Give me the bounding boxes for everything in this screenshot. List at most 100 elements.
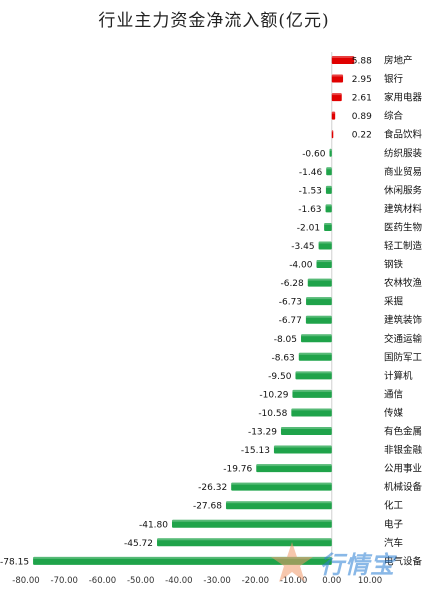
data-label: -10.29 bbox=[259, 390, 288, 400]
category-label: 非银金融 bbox=[384, 444, 423, 456]
x-tick-label: -30.00 bbox=[203, 576, 230, 586]
bar bbox=[329, 148, 332, 157]
bar-highlight bbox=[331, 130, 334, 133]
bar-highlight bbox=[324, 222, 332, 225]
category-label: 综合 bbox=[384, 110, 404, 122]
category-label: 计算机 bbox=[384, 370, 413, 382]
category-label: 商业贸易 bbox=[384, 166, 422, 178]
category-label: 钢铁 bbox=[384, 259, 404, 271]
data-label: -4.00 bbox=[289, 261, 313, 271]
bar-highlight bbox=[225, 501, 332, 504]
bar-highlight bbox=[157, 538, 332, 541]
category-label: 化工 bbox=[384, 500, 404, 512]
category-label: 有色金属 bbox=[384, 426, 422, 438]
bar bbox=[295, 371, 332, 380]
bar bbox=[325, 185, 332, 194]
bar-highlight bbox=[331, 56, 355, 58]
category-label: 机械设备 bbox=[384, 481, 423, 493]
bar bbox=[318, 241, 332, 250]
x-tick-label: -50.00 bbox=[127, 576, 154, 586]
bar-highlight bbox=[33, 556, 332, 559]
bar bbox=[172, 519, 332, 528]
bar bbox=[331, 130, 334, 139]
bar-highlight bbox=[291, 408, 332, 411]
bar-highlight bbox=[331, 74, 344, 77]
bar-highlight bbox=[331, 111, 336, 114]
category-label: 建筑材料 bbox=[384, 203, 423, 215]
category-label: 采掘 bbox=[384, 296, 403, 308]
data-label: -1.63 bbox=[298, 205, 321, 215]
category-label: 汽车 bbox=[384, 537, 403, 549]
category-label: 农林牧渔 bbox=[384, 277, 423, 289]
watermark-logo-text: 行情宝 bbox=[320, 551, 395, 579]
category-label: 家用电器 bbox=[384, 92, 423, 104]
data-label: -6.73 bbox=[279, 298, 302, 308]
category-label: 交通运输 bbox=[384, 333, 423, 345]
bar bbox=[331, 111, 336, 120]
category-label: 食品饮料 bbox=[384, 129, 423, 141]
category-label: 传媒 bbox=[384, 407, 404, 419]
data-label: 5.88 bbox=[352, 57, 372, 67]
category-label: 医药生物 bbox=[384, 221, 423, 233]
data-label: -15.13 bbox=[241, 446, 270, 456]
data-label: -9.50 bbox=[268, 372, 292, 382]
data-label: -6.28 bbox=[280, 279, 304, 289]
category-label: 电气设备 bbox=[384, 555, 423, 567]
data-label: 2.61 bbox=[352, 94, 372, 104]
chart-title: 行业主力资金净流入额(亿元) bbox=[98, 11, 330, 31]
bar-highlight bbox=[305, 315, 332, 318]
category-label: 通信 bbox=[384, 388, 403, 400]
bar bbox=[256, 464, 332, 473]
data-label: -8.63 bbox=[271, 353, 294, 363]
bar bbox=[273, 445, 332, 454]
bar-highlight bbox=[306, 297, 332, 300]
bar-highlight bbox=[298, 352, 332, 355]
bar bbox=[325, 204, 332, 213]
data-label: -27.68 bbox=[193, 502, 222, 512]
bar bbox=[306, 297, 332, 306]
watermark-star-icon bbox=[271, 542, 313, 582]
x-tick-label: -40.00 bbox=[165, 576, 192, 586]
category-label: 纺织服装 bbox=[384, 147, 423, 159]
category-label: 银行 bbox=[384, 73, 404, 85]
data-label: 0.89 bbox=[352, 112, 372, 122]
data-label: -1.53 bbox=[299, 186, 322, 196]
category-label: 公用事业 bbox=[384, 463, 422, 475]
bar bbox=[326, 167, 332, 176]
data-label: -8.05 bbox=[274, 335, 297, 345]
bar-highlight bbox=[280, 427, 332, 429]
data-label: -78.15 bbox=[0, 557, 29, 567]
bar bbox=[291, 408, 332, 417]
bar bbox=[157, 538, 332, 547]
bar-highlight bbox=[329, 148, 332, 151]
category-label: 轻工制造 bbox=[384, 240, 423, 252]
data-label: -0.60 bbox=[302, 149, 326, 159]
bar bbox=[301, 334, 332, 343]
data-label: -6.77 bbox=[279, 316, 302, 326]
bar bbox=[316, 260, 332, 269]
bar-highlight bbox=[295, 371, 332, 374]
bar bbox=[305, 315, 332, 324]
bar bbox=[331, 93, 342, 102]
bar-highlight bbox=[318, 241, 332, 244]
data-label: -19.76 bbox=[223, 465, 252, 475]
bar bbox=[331, 56, 355, 64]
data-label: 0.22 bbox=[352, 131, 372, 141]
x-tick-label: 0.00 bbox=[322, 576, 341, 586]
x-tick-label: -70.00 bbox=[51, 576, 78, 586]
bar bbox=[292, 389, 332, 398]
bar-highlight bbox=[325, 185, 332, 188]
bar-highlight bbox=[292, 389, 332, 392]
bar-highlight bbox=[325, 204, 332, 207]
bar-highlight bbox=[256, 464, 332, 467]
bar bbox=[280, 427, 332, 435]
bar bbox=[225, 501, 332, 510]
data-label: -1.46 bbox=[299, 168, 323, 178]
bar bbox=[324, 222, 332, 231]
bar-highlight bbox=[331, 93, 342, 96]
bar bbox=[298, 352, 332, 361]
bar-highlight bbox=[326, 167, 332, 170]
data-label: -10.58 bbox=[258, 409, 287, 419]
bar-highlight bbox=[316, 260, 332, 263]
data-label: -26.32 bbox=[198, 483, 227, 493]
